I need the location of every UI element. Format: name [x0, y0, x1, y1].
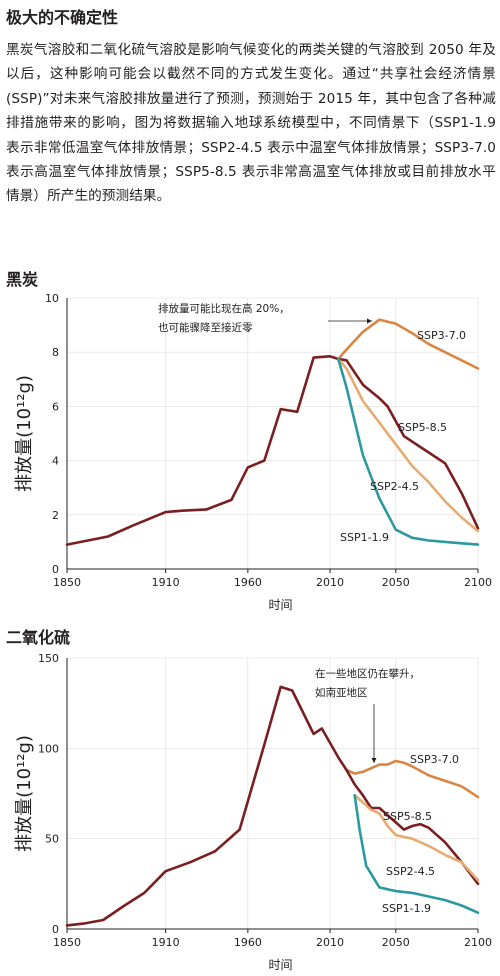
x-tick-label: 1960: [234, 936, 262, 949]
y-tick-label: 0: [52, 563, 59, 576]
x-tick-label: 2010: [316, 936, 344, 949]
article-heading: 极大的不确定性: [6, 8, 119, 27]
x-tick-label: 1850: [53, 576, 81, 589]
x-tick-label: 1960: [234, 576, 262, 589]
x-axis-label: 时间: [268, 958, 292, 972]
series-line-ssp5-8-5: [345, 768, 480, 886]
x-tick-label: 2050: [382, 936, 410, 949]
series-line-historical: [65, 355, 340, 546]
chart-title-black-carbon: 黑炭: [6, 270, 39, 289]
x-tick-label: 1910: [152, 936, 180, 949]
series-line-historical: [65, 685, 348, 927]
series-label-ssp2-4-5: SSP2-4.5: [370, 480, 419, 493]
series-label-ssp1-1-9: SSP1-1.9: [340, 531, 389, 544]
series-line-ssp3-7-0: [345, 759, 480, 799]
y-tick-label: 2: [52, 509, 59, 522]
series-line-ssp2-4-5: [337, 357, 480, 533]
y-tick-label: 0: [52, 923, 59, 936]
x-tick-label: 2010: [316, 576, 344, 589]
y-tick-label: 50: [45, 833, 59, 846]
x-axis-label: 时间: [268, 598, 292, 612]
y-tick-label: 100: [38, 742, 59, 755]
series-line-ssp5-8-5: [337, 357, 480, 530]
annotation-line-2: 也可能骤降至接近零: [158, 321, 253, 334]
annotation-line-2: 如南亚地区: [315, 686, 368, 699]
x-tick-label: 2100: [464, 936, 492, 949]
x-tick-label: 2100: [464, 576, 492, 589]
series-line-ssp2-4-5: [353, 794, 480, 882]
series-label-ssp5-8-5: SSP5-8.5: [383, 810, 432, 823]
x-tick-label: 1910: [152, 576, 180, 589]
y-tick-label: 4: [52, 455, 59, 468]
y-tick-label: 6: [52, 400, 59, 413]
chart-title-sulfur-dioxide: 二氧化硫: [6, 628, 71, 647]
series-label-ssp3-7-0: SSP3-7.0: [410, 753, 459, 766]
series-line-ssp1-1-9: [353, 794, 480, 914]
x-tick-label: 1850: [53, 936, 81, 949]
x-tick-label: 2050: [382, 576, 410, 589]
series-label-ssp3-7-0: SSP3-7.0: [417, 329, 466, 342]
article-body: 黑炭气溶胶和二氧化硫气溶胶是影响气候变化的两类关键的气溶胶到 2050 年及以后…: [6, 42, 496, 205]
annotation-line-1: 在一些地区仍在攀升，: [315, 667, 420, 680]
y-axis-label: 排放量(10¹²g): [14, 735, 35, 852]
y-tick-label: 10: [45, 292, 59, 305]
series-line-ssp1-1-9: [337, 357, 480, 546]
series-label-ssp1-1-9: SSP1-1.9: [382, 902, 431, 915]
series-label-ssp2-4-5: SSP2-4.5: [386, 865, 435, 878]
annotation-arrowhead: [371, 758, 377, 763]
series-line-ssp3-7-0: [337, 318, 480, 370]
y-axis-label: 排放量(10¹²g): [14, 375, 35, 492]
series-label-ssp5-8-5: SSP5-8.5: [398, 421, 447, 434]
annotation-arrowhead: [367, 318, 372, 324]
sulfur-dioxide-chart: 0 50 100 150 1850 1910 1960 2010 2050 2100 时间 排放量(1…: [14, 652, 492, 972]
black-carbon-chart: 0 2 4 6 8 10 1850 1910 1960 2010 2050 2100 时间 排放量(10¹…: [14, 292, 492, 612]
y-tick-label: 150: [38, 652, 59, 665]
y-tick-label: 8: [52, 346, 59, 359]
annotation-line-1: 排放量可能比现在高 20%，: [158, 302, 290, 315]
